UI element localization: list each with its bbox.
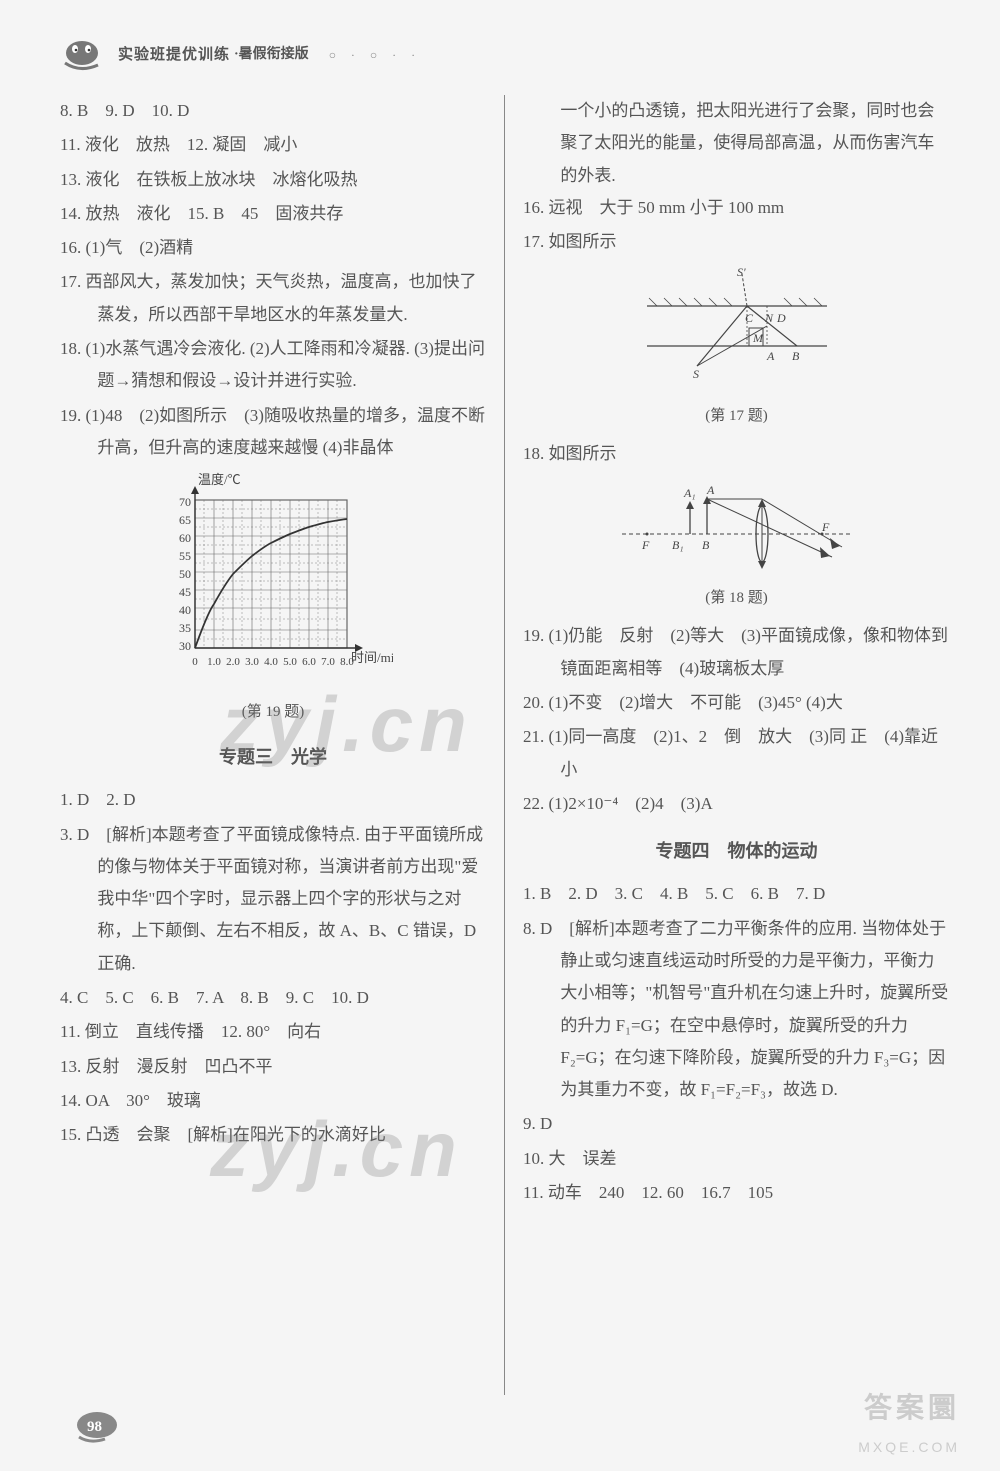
answer-item: 17. 如图所示 [523,226,950,258]
answer-item: 14. 放热 液化 15. B 45 固液共存 [60,198,486,230]
answer-item: 11. 倒立 直线传播 12. 80° 向右 [60,1016,486,1048]
figure-caption: (第 19 题) [60,698,486,727]
svg-text:C: C [745,311,754,325]
answer-item: 13. 反射 漫反射 凹凸不平 [60,1051,486,1083]
section-4-title: 专题四 物体的运动 [523,834,950,868]
figure-caption: (第 17 题) [523,402,950,431]
svg-text:30: 30 [179,639,191,653]
answer-item: 13. 液化 在铁板上放冰块 冰熔化吸热 [60,164,486,196]
answer-item: 10. 大 误差 [523,1143,950,1175]
answer-item: 17. 西部风大，蒸发加快；天气炎热，温度高，也加快了蒸发，所以西部干旱地区水的… [60,266,486,331]
figure-caption: (第 18 题) [523,584,950,613]
svg-text:S': S' [737,266,746,279]
chart-19: 温度/℃ 时间/min 3035 4045 5055 6065 70 01.0 … [153,472,393,682]
section-3-title: 专题三 光学 [60,740,486,774]
answer-continuation: 一个小的凸透镜，把太阳光进行了会聚，同时也会聚了太阳光的能量，使得局部高温，从而… [523,95,950,192]
figure-19: 温度/℃ 时间/min 3035 4045 5055 6065 70 01.0 … [60,472,486,726]
svg-text:7.0: 7.0 [321,656,335,668]
svg-text:温度/℃: 温度/℃ [198,472,241,487]
right-column: 一个小的凸透镜，把太阳光进行了会聚，同时也会聚了太阳光的能量，使得局部高温，从而… [505,95,950,1395]
svg-text:1.0: 1.0 [207,656,221,668]
header-dots: ○ · ○ · · [329,44,421,67]
answer-item: 16. 远视 大于 50 mm 小于 100 mm [523,192,950,224]
svg-text:A: A [706,483,715,497]
lens-diagram-18: A₁ A F B₁ B F [612,479,862,569]
page-header: 实验班提优训练 ·暑假衔接版 ○ · ○ · · [60,30,950,80]
answer-item: 22. (1)2×10⁻⁴ (2)4 (3)A [523,788,950,820]
header-subtitle: ·暑假衔接版 [234,42,309,69]
svg-text:50: 50 [179,567,191,581]
figure-17: S' S C M N D A B (第 17 题) [523,266,950,430]
left-column: 8. B 9. D 10. D 11. 液化 放热 12. 凝固 减小 13. … [60,95,505,1395]
svg-text:0: 0 [192,656,198,668]
svg-text:F: F [821,520,830,534]
svg-text:M: M [752,331,764,345]
svg-text:65: 65 [179,513,191,527]
footer-line1: 答案圜 [858,1381,960,1434]
svg-text:70: 70 [179,495,191,509]
footer-watermark: 答案圜 MXQE.COM [858,1381,960,1461]
footer-line2: MXQE.COM [858,1434,960,1461]
svg-text:6.0: 6.0 [302,656,316,668]
answer-item: 9. D [523,1108,950,1140]
svg-text:A: A [766,349,775,363]
answer-item: 21. (1)同一高度 (2)1、2 倒 放大 (3)同 正 (4)靠近 小 [523,721,950,786]
content-columns: 8. B 9. D 10. D 11. 液化 放热 12. 凝固 减小 13. … [60,95,950,1395]
svg-text:60: 60 [179,531,191,545]
optics-diagram-17: S' S C M N D A B [627,266,847,386]
page-number: 98 [87,1413,102,1442]
answer-item: 3. D [解析]本题考查了平面镜成像特点. 由于平面镜所成的像与物体关于平面镜… [60,819,486,980]
svg-text:55: 55 [179,549,191,563]
answer-item: 8. D [解析]本题考查了二力平衡条件的应用. 当物体处于静止或匀速直线运动时… [523,913,950,1107]
svg-text:B₁: B₁ [672,538,684,552]
svg-text:2.0: 2.0 [226,656,240,668]
answer-row: 4. C 5. C 6. B 7. A 8. B 9. C 10. D [60,982,486,1014]
svg-text:S: S [693,367,699,381]
answer-item: 16. (1)气 (2)酒精 [60,232,486,264]
svg-text:8.0: 8.0 [340,656,354,668]
svg-text:45: 45 [179,585,191,599]
answer-row: 1. D 2. D [60,784,486,816]
figure-18: A₁ A F B₁ B F (第 18 题) [523,479,950,613]
answer-item: 15. 凸透 会聚 [解析]在阳光下的水滴好比 [60,1119,486,1151]
answer-row: 8. B 9. D 10. D [60,95,486,127]
svg-text:B: B [792,349,800,363]
svg-text:F: F [641,538,650,552]
svg-text:35: 35 [179,621,191,635]
answer-item: 19. (1)48 (2)如图所示 (3)随吸收热量的增多，温度不断升高，但升高… [60,400,486,465]
header-title: 实验班提优训练 [118,41,230,70]
svg-text:N: N [764,311,774,325]
svg-text:B: B [702,538,710,552]
answer-row: 1. B 2. D 3. C 4. B 5. C 6. B 7. D [523,878,950,910]
svg-text:A₁: A₁ [683,486,696,500]
answer-item: 11. 液化 放热 12. 凝固 减小 [60,129,486,161]
answer-item: 14. OA 30° 玻璃 [60,1085,486,1117]
svg-text:4.0: 4.0 [264,656,278,668]
answer-item: 11. 动车 240 12. 60 16.7 105 [523,1177,950,1209]
page-number-badge: 98 [75,1409,119,1443]
answer-item: 19. (1)仍能 反射 (2)等大 (3)平面镜成像，像和物体到镜面距离相等 … [523,620,950,685]
svg-text:D: D [776,311,786,325]
svg-text:时间/min: 时间/min [351,650,393,665]
answer-item: 18. 如图所示 [523,438,950,470]
svg-text:5.0: 5.0 [283,656,297,668]
svg-text:40: 40 [179,603,191,617]
answer-item: 20. (1)不变 (2)增大 不可能 (3)45° (4)大 [523,687,950,719]
svg-text:3.0: 3.0 [245,656,259,668]
answer-item: 18. (1)水蒸气遇冷会液化. (2)人工降雨和冷凝器. (3)提出问题→猜想… [60,333,486,398]
mascot-icon [60,35,110,75]
